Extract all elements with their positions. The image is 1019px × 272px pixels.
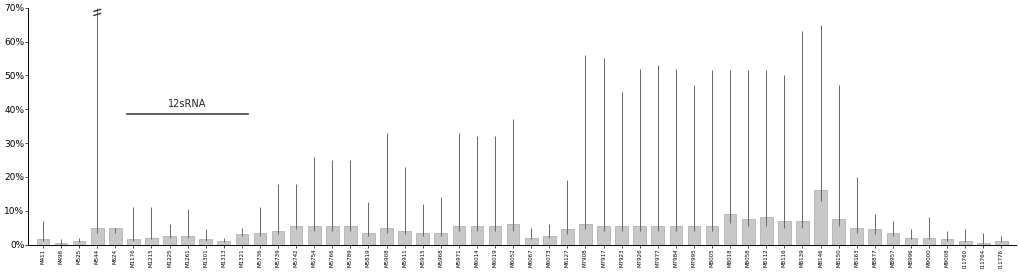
Bar bbox=[741, 219, 754, 245]
Bar bbox=[886, 233, 899, 245]
Bar bbox=[72, 241, 86, 245]
Bar bbox=[579, 224, 591, 245]
Bar bbox=[542, 236, 555, 245]
Bar bbox=[796, 221, 808, 245]
Bar bbox=[940, 239, 953, 245]
Bar bbox=[995, 241, 1007, 245]
Bar bbox=[651, 226, 663, 245]
Bar bbox=[759, 218, 771, 245]
Text: 12sRNA: 12sRNA bbox=[168, 99, 207, 109]
Bar bbox=[199, 239, 212, 245]
Bar bbox=[470, 226, 483, 245]
Bar bbox=[181, 236, 194, 245]
Bar bbox=[217, 241, 230, 245]
Bar bbox=[289, 226, 302, 245]
Bar bbox=[560, 229, 573, 245]
Bar bbox=[614, 226, 628, 245]
Bar bbox=[416, 233, 429, 245]
Bar bbox=[867, 229, 880, 245]
Bar bbox=[525, 238, 537, 245]
Bar bbox=[633, 226, 645, 245]
Bar bbox=[506, 224, 519, 245]
Bar bbox=[326, 226, 338, 245]
Bar bbox=[91, 228, 103, 245]
Bar bbox=[904, 238, 916, 245]
Bar bbox=[668, 226, 682, 245]
Bar bbox=[723, 214, 736, 245]
Bar bbox=[813, 190, 826, 245]
Bar bbox=[958, 241, 970, 245]
Bar bbox=[109, 228, 121, 245]
Bar bbox=[488, 226, 501, 245]
Bar bbox=[922, 238, 934, 245]
Bar bbox=[705, 226, 717, 245]
Bar bbox=[452, 226, 465, 245]
Bar bbox=[37, 239, 49, 245]
Bar bbox=[832, 219, 844, 245]
Bar bbox=[434, 233, 446, 245]
Bar bbox=[235, 234, 248, 245]
Bar bbox=[596, 226, 609, 245]
Bar bbox=[777, 221, 790, 245]
Bar bbox=[163, 236, 175, 245]
Bar bbox=[850, 228, 862, 245]
Bar bbox=[55, 243, 67, 245]
Bar bbox=[976, 243, 988, 245]
Bar bbox=[127, 239, 140, 245]
Bar bbox=[343, 226, 357, 245]
Bar bbox=[271, 231, 284, 245]
Bar bbox=[397, 231, 411, 245]
Bar bbox=[380, 228, 392, 245]
Bar bbox=[308, 226, 320, 245]
Bar bbox=[254, 233, 266, 245]
Bar bbox=[687, 226, 700, 245]
Bar bbox=[145, 238, 158, 245]
Bar bbox=[362, 233, 374, 245]
